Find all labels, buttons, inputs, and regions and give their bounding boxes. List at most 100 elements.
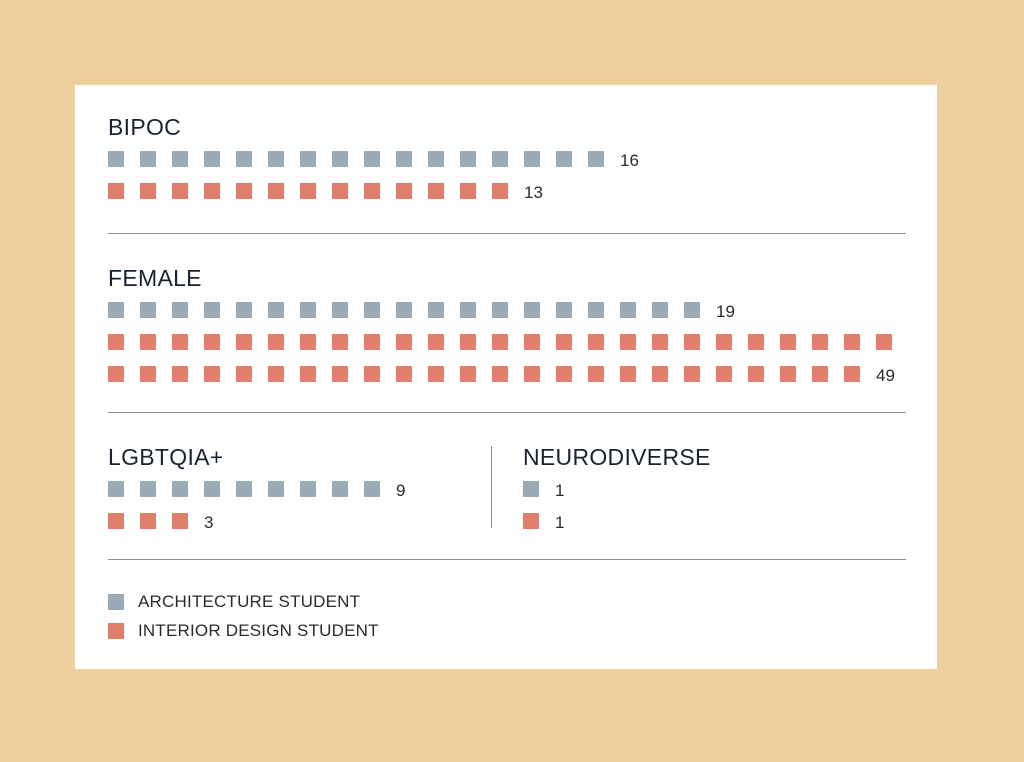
unit-square (204, 481, 220, 497)
unit-square (523, 513, 539, 529)
unit-square (268, 183, 284, 199)
neurodiverse-interior-count: 1 (555, 513, 565, 532)
unit-square (332, 334, 348, 350)
unit-square (556, 151, 572, 167)
unit-square (428, 334, 444, 350)
unit-square (204, 302, 220, 318)
legend-interior-swatch (108, 623, 124, 639)
unit-square (620, 302, 636, 318)
unit-square (523, 481, 539, 497)
unit-square (300, 481, 316, 497)
legend-architecture-label: ARCHITECTURE STUDENT (138, 592, 361, 611)
unit-square (140, 481, 156, 497)
unit-square (108, 151, 124, 167)
unit-square (172, 366, 188, 382)
unit-square (780, 334, 796, 350)
unit-square (524, 302, 540, 318)
unit-square (460, 151, 476, 167)
unit-square (364, 366, 380, 382)
unit-square (268, 151, 284, 167)
female-title: FEMALE (108, 265, 202, 291)
unit-square (428, 151, 444, 167)
unit-square (300, 334, 316, 350)
unit-square (684, 366, 700, 382)
unit-square (876, 334, 892, 350)
unit-square (396, 334, 412, 350)
unit-square (844, 334, 860, 350)
unit-square (460, 334, 476, 350)
unit-square (364, 183, 380, 199)
unit-square (108, 366, 124, 382)
unit-square (332, 481, 348, 497)
column-divider (491, 446, 492, 528)
unit-square (300, 302, 316, 318)
unit-square (556, 302, 572, 318)
unit-square (172, 513, 188, 529)
unit-square (620, 366, 636, 382)
unit-square (396, 151, 412, 167)
unit-square (236, 481, 252, 497)
divider (108, 233, 906, 234)
unit-square (172, 302, 188, 318)
unit-square (300, 183, 316, 199)
unit-square (556, 334, 572, 350)
neurodiverse-title: NEURODIVERSE (523, 444, 711, 470)
unit-square (460, 302, 476, 318)
unit-square (236, 302, 252, 318)
unit-square (236, 366, 252, 382)
unit-square (780, 366, 796, 382)
unit-square (556, 366, 572, 382)
unit-square (236, 151, 252, 167)
unit-square (588, 302, 604, 318)
female-interior-count: 49 (876, 366, 895, 385)
unit-square (492, 151, 508, 167)
unit-square (716, 334, 732, 350)
lgbtqia-architecture-count: 9 (396, 481, 406, 500)
unit-square (108, 302, 124, 318)
unit-square (716, 366, 732, 382)
unit-square (364, 151, 380, 167)
unit-square (236, 334, 252, 350)
unit-square (428, 302, 444, 318)
unit-square (428, 366, 444, 382)
unit-square (172, 334, 188, 350)
unit-square (684, 334, 700, 350)
unit-square (652, 334, 668, 350)
unit-square (140, 302, 156, 318)
unit-square (652, 302, 668, 318)
unit-square (492, 334, 508, 350)
unit-square (140, 151, 156, 167)
unit-square (396, 302, 412, 318)
unit-square (588, 334, 604, 350)
divider (108, 559, 906, 560)
unit-square (140, 366, 156, 382)
unit-square (268, 334, 284, 350)
unit-square (428, 183, 444, 199)
unit-square (108, 334, 124, 350)
unit-square (524, 366, 540, 382)
legend-architecture-swatch (108, 594, 124, 610)
unit-square (140, 334, 156, 350)
neurodiverse-architecture-count: 1 (555, 481, 565, 500)
legend-interior-label: INTERIOR DESIGN STUDENT (138, 621, 379, 640)
unit-square (396, 183, 412, 199)
unit-square (524, 151, 540, 167)
unit-square (300, 366, 316, 382)
bipoc-architecture-count: 16 (620, 151, 639, 170)
unit-square (140, 183, 156, 199)
female-architecture-count: 19 (716, 302, 735, 321)
unit-square (332, 151, 348, 167)
unit-square (588, 366, 604, 382)
unit-square (172, 481, 188, 497)
lgbtqia-interior-count: 3 (204, 513, 214, 532)
unit-square (300, 151, 316, 167)
unit-square (108, 513, 124, 529)
unit-square (812, 366, 828, 382)
unit-square (460, 183, 476, 199)
unit-square (364, 481, 380, 497)
unit-square (652, 366, 668, 382)
unit-square (524, 334, 540, 350)
unit-square (492, 366, 508, 382)
unit-square (140, 513, 156, 529)
bipoc-interior-count: 13 (524, 183, 543, 202)
